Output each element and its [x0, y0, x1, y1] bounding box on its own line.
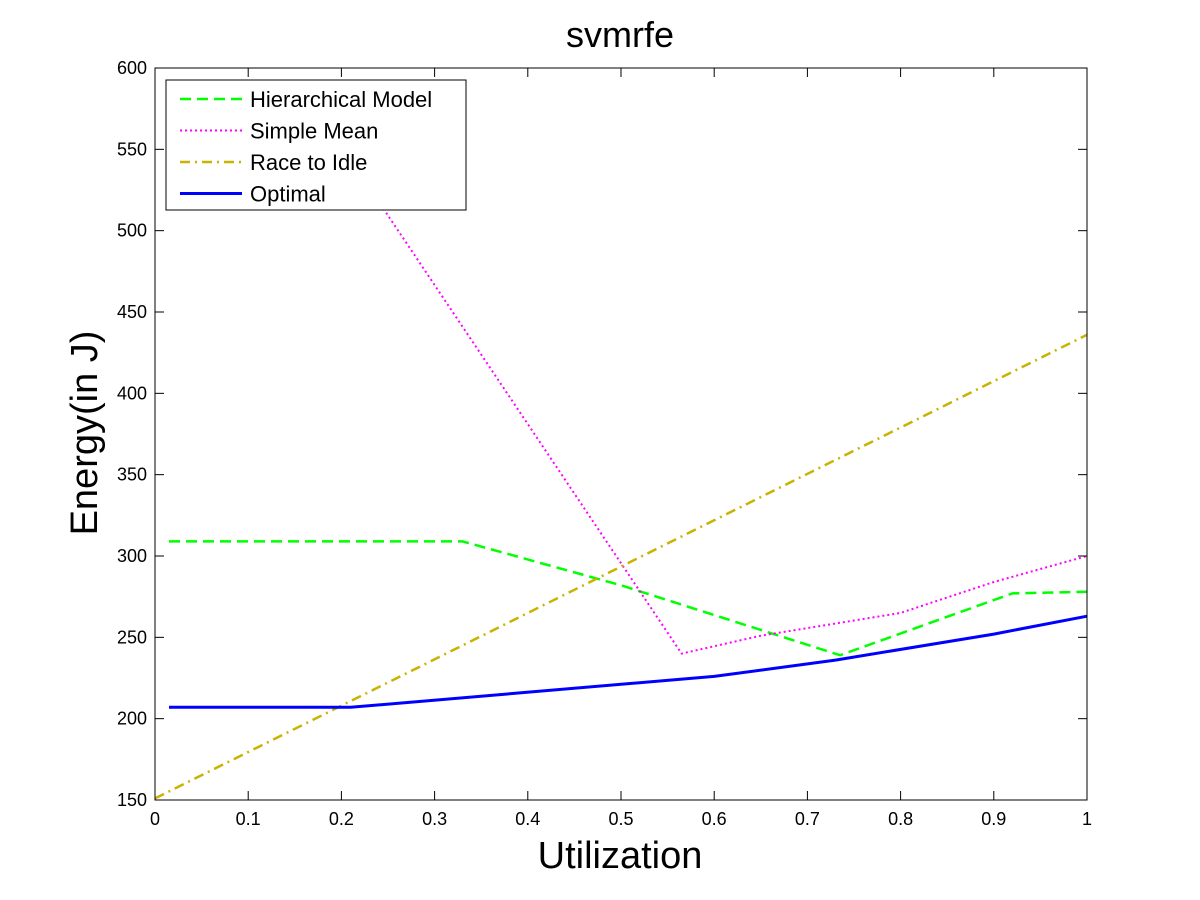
y-tick-label: 450	[117, 302, 147, 322]
y-tick-label: 400	[117, 383, 147, 403]
plot-area	[154, 120, 1088, 800]
series-line-optimal	[169, 614, 1088, 709]
y-axis-title: Energy(in J)	[64, 331, 106, 536]
x-tick-label: 0.9	[981, 809, 1006, 829]
y-tick-label: 300	[117, 546, 147, 566]
x-tick-label: 0.8	[888, 809, 913, 829]
series-line-simple-mean	[168, 120, 1088, 655]
legend-label-hierarchical-model: Hierarchical Model	[250, 87, 432, 112]
x-tick-label: 0.2	[329, 809, 354, 829]
x-tick-label: 0	[150, 809, 160, 829]
y-tick-label: 250	[117, 627, 147, 647]
legend: Hierarchical Model Simple Mean Race to Idl…	[165, 79, 467, 211]
axes: 0 0.1 0.2 0.3 0.4 0.5 0.6 0.7 0.8 0.9 1 150 200 250 30…	[117, 58, 1092, 829]
legend-label-optimal: Optimal	[250, 182, 326, 207]
x-tick-label: 0.1	[236, 809, 261, 829]
x-tick-label: 1	[1082, 809, 1092, 829]
chart-title: svmrfe	[566, 14, 674, 55]
y-tick-label: 350	[117, 465, 147, 485]
x-tick-label: 0.7	[795, 809, 820, 829]
y-tick-label: 200	[117, 709, 147, 729]
y-tick-label: 600	[117, 58, 147, 78]
x-tick-label: 0.3	[422, 809, 447, 829]
x-tick-label: 0.5	[608, 809, 633, 829]
x-tick-label: 0.4	[515, 809, 540, 829]
series-line-race-to-idle	[154, 333, 1088, 800]
y-tick-label: 500	[117, 221, 147, 241]
legend-box	[165, 79, 467, 211]
series-line-hierarchical-model	[169, 540, 1088, 657]
x-tick-label: 0.6	[702, 809, 727, 829]
legend-label-simple-mean: Simple Mean	[250, 119, 378, 144]
y-tick-label: 550	[117, 139, 147, 159]
x-axis-title: Utilization	[538, 835, 703, 877]
y-tick-label: 150	[117, 790, 147, 810]
legend-label-race-to-idle: Race to Idle	[250, 150, 367, 175]
